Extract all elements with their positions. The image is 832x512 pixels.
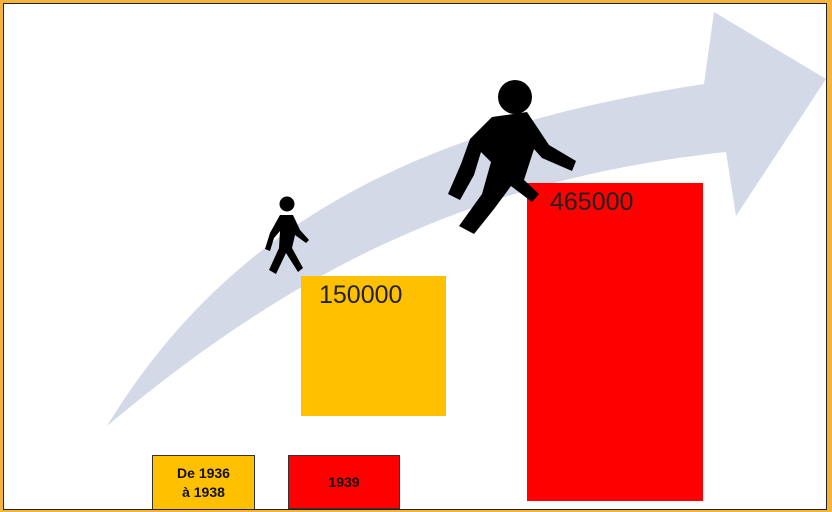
walking-person-small-icon xyxy=(265,196,309,274)
bar-1 xyxy=(301,276,446,416)
walking-person-large-icon xyxy=(448,80,576,234)
value-label-1: 150000 xyxy=(319,281,402,309)
value-label-2: 465000 xyxy=(550,188,633,216)
chart-canvas: 150000 465000 xyxy=(107,12,826,501)
legend-item-2: 1939 xyxy=(288,455,400,509)
bar-2 xyxy=(527,183,703,501)
rising-arrow xyxy=(107,12,826,426)
chart-frame: 150000 465000 De 1936 à 1938 1939 xyxy=(3,3,827,510)
legend-item-1: De 1936 à 1938 xyxy=(152,455,255,509)
